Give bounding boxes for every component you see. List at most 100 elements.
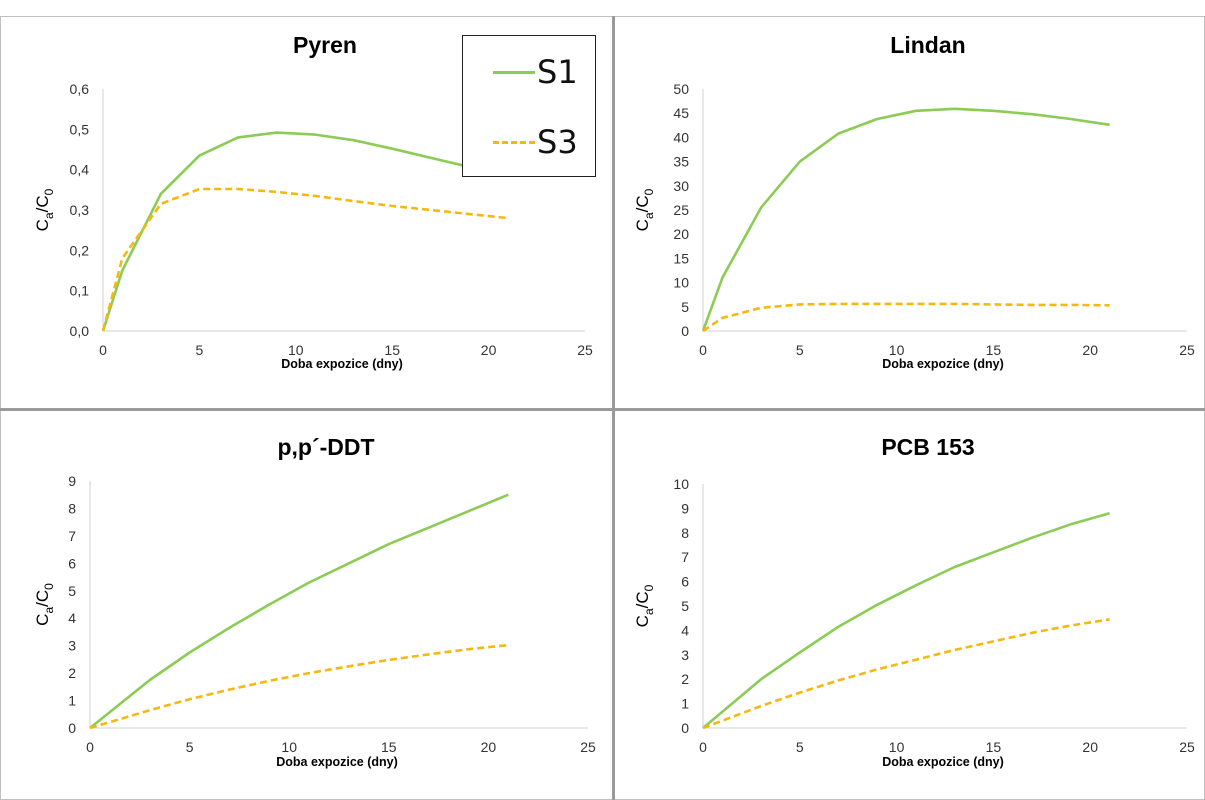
legend-item-s3: S3 <box>463 122 597 162</box>
ddt-y-axis-label-main: C <box>33 614 52 626</box>
panel-divider-horizontal <box>0 408 1205 411</box>
pcb153-y-axis-label-sep: /C <box>633 591 652 608</box>
pyren-series-s1-line <box>101 131 509 332</box>
pcb153-x-axis-label: Doba expozice (dny) <box>882 755 1004 769</box>
ddt-x-tick-label: 15 <box>381 739 397 755</box>
ddt-y-tick-label: 2 <box>68 665 76 681</box>
ddt-x-tick-label: 0 <box>86 739 94 755</box>
legend-swatch-s3 <box>493 141 535 144</box>
ddt-y-tick-label: 6 <box>68 555 76 571</box>
lindan-x-tick-label: 15 <box>986 342 1002 358</box>
pyren-y-axis-label-sep: /C <box>33 195 52 212</box>
lindan-x-tick-label: 25 <box>1179 342 1195 358</box>
ddt-title: p,p´-DDT <box>277 434 374 460</box>
pyren-x-tick-label: 20 <box>481 342 497 358</box>
lindan-y-axis-label-main: C <box>633 219 652 231</box>
lindan-title: Lindan <box>890 32 965 58</box>
pcb153-x-tick-label: 10 <box>889 739 905 755</box>
ddt-y-tick-label: 3 <box>68 638 76 654</box>
lindan-series-s3-line <box>702 302 1110 333</box>
pyren-series-s3-line <box>101 187 509 332</box>
pyren-y-tick-label: 0,1 <box>70 283 90 299</box>
pcb153-y-tick-label: 2 <box>681 671 689 687</box>
pyren-y-axis-label: Ca/C0 <box>33 188 56 231</box>
pyren-y-tick-label: 0,3 <box>70 202 90 218</box>
pyren-y-axis-label-main: C <box>33 219 52 231</box>
pyren-x-tick-label: 5 <box>196 342 204 358</box>
lindan-y-tick-label: 30 <box>673 178 689 194</box>
pcb153-y-tick-label: 5 <box>681 598 689 614</box>
lindan-x-tick-label: 0 <box>699 342 707 358</box>
ddt-x-tick-label: 20 <box>481 739 497 755</box>
ddt-series-s1-line <box>89 493 509 730</box>
pyren-y-axis-label-sub2: 0 <box>42 188 56 195</box>
pyren-title: Pyren <box>293 32 357 58</box>
pcb153-y-axis-label-sub2: 0 <box>642 584 656 591</box>
pcb153-series-s3-line <box>702 618 1110 730</box>
pcb153-x-tick-label: 20 <box>1082 739 1098 755</box>
ddt-y-tick-label: 7 <box>68 528 76 544</box>
lindan-y-tick-label: 20 <box>673 226 689 242</box>
pcb153-x-tick-label: 0 <box>699 739 707 755</box>
pcb153-y-tick-label: 0 <box>681 720 689 736</box>
pcb153-y-axis-label-sub1: a <box>642 608 656 615</box>
legend-item-s1: S1 <box>463 52 597 92</box>
lindan-x-axis-label: Doba expozice (dny) <box>882 357 1004 371</box>
lindan-series-s1-line <box>701 107 1110 332</box>
ddt-x-tick-label: 25 <box>580 739 596 755</box>
legend-label-s3: S3 <box>537 123 578 161</box>
legend: S1 S3 <box>462 35 596 177</box>
lindan-y-tick-label: 10 <box>673 275 689 291</box>
pcb153-y-tick-label: 9 <box>681 500 689 516</box>
legend-swatch-s1 <box>493 71 535 74</box>
lindan-y-tick-label: 15 <box>673 250 689 266</box>
ddt-y-axis-label: Ca/C0 <box>33 583 56 626</box>
pcb153-y-axis-label-main: C <box>633 615 652 627</box>
pcb153-x-tick-label: 5 <box>796 739 804 755</box>
pyren-y-tick-label: 0,6 <box>70 81 90 97</box>
ddt-x-axis-label: Doba expozice (dny) <box>276 755 398 769</box>
lindan-y-tick-label: 25 <box>673 202 689 218</box>
chart-lindan: Lindan 0 5 10 15 20 25 30 35 40 45 50 0 5 10 15 20 25 Doba… <box>633 32 1195 371</box>
legend-label-s1: S1 <box>537 53 578 91</box>
pyren-y-tick-label: 0,0 <box>70 323 90 339</box>
pcb153-y-tick-label: 6 <box>681 574 689 590</box>
lindan-y-tick-label: 50 <box>673 81 689 97</box>
pyren-x-tick-label: 25 <box>577 342 593 358</box>
ddt-x-tick-label: 10 <box>281 739 297 755</box>
lindan-y-tick-label: 40 <box>673 129 689 145</box>
pcb153-series-s1-line <box>702 512 1110 729</box>
chart-ddt: p,p´-DDT 0 1 2 3 4 5 6 7 8 9 0 5 10 15 20 25 Doba expozic… <box>33 434 596 769</box>
pyren-x-tick-label: 10 <box>288 342 304 358</box>
pyren-x-tick-label: 0 <box>99 342 107 358</box>
lindan-y-tick-label: 45 <box>673 105 689 121</box>
pyren-y-tick-label: 0,4 <box>70 162 90 178</box>
ddt-y-axis-label-sub2: 0 <box>42 583 56 590</box>
lindan-y-tick-label: 5 <box>681 299 689 315</box>
lindan-y-axis-label-sub2: 0 <box>642 188 656 195</box>
pcb153-y-axis-label: Ca/C0 <box>633 584 656 627</box>
ddt-y-tick-label: 8 <box>68 500 76 516</box>
ddt-y-tick-label: 4 <box>68 610 76 626</box>
pcb153-x-tick-label: 15 <box>986 739 1002 755</box>
pcb153-y-tick-label: 8 <box>681 525 689 541</box>
ddt-y-tick-label: 1 <box>68 693 76 709</box>
lindan-x-tick-label: 20 <box>1082 342 1098 358</box>
ddt-y-tick-label: 9 <box>68 473 76 489</box>
lindan-x-tick-label: 5 <box>796 342 804 358</box>
pyren-y-tick-label: 0,5 <box>70 121 90 137</box>
pcb153-y-tick-label: 10 <box>673 476 689 492</box>
chart-pyren: Pyren 0,0 0,1 0,2 0,3 0,4 0,5 0,6 0 5 10 15 20 25 Doba… <box>33 32 593 371</box>
pyren-x-axis-label: Doba expozice (dny) <box>281 357 403 371</box>
lindan-y-axis-label-sub1: a <box>642 212 656 219</box>
lindan-y-axis-label-sep: /C <box>633 195 652 212</box>
chart-pcb153: PCB 153 0 1 2 3 4 5 6 7 8 9 10 0 5 10 15 20 25 Doba expozi… <box>633 434 1195 769</box>
lindan-y-tick-label: 35 <box>673 154 689 170</box>
pcb153-y-tick-label: 1 <box>681 696 689 712</box>
ddt-series-s3-line <box>89 643 509 730</box>
ddt-y-tick-label: 5 <box>68 583 76 599</box>
ddt-x-tick-label: 5 <box>186 739 194 755</box>
lindan-y-axis-label: Ca/C0 <box>633 188 656 231</box>
pyren-y-axis-label-sub1: a <box>42 212 56 219</box>
ddt-y-axis-label-sep: /C <box>33 590 52 607</box>
